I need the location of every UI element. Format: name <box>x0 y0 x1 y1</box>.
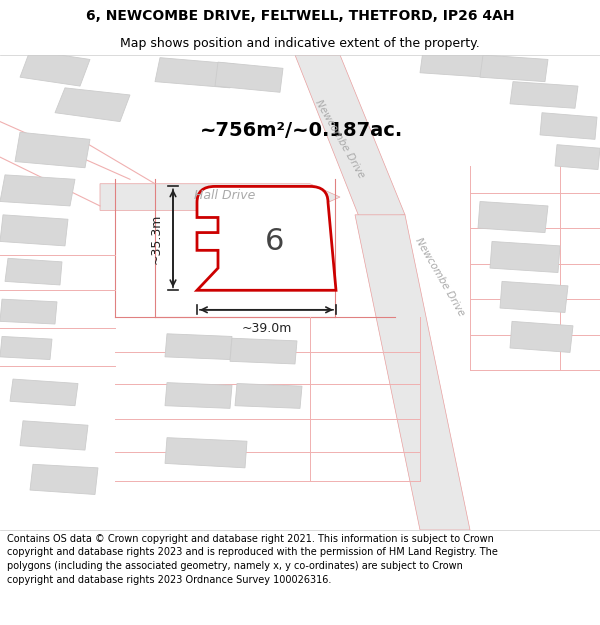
Polygon shape <box>30 464 98 494</box>
Polygon shape <box>490 241 560 272</box>
Text: Contains OS data © Crown copyright and database right 2021. This information is : Contains OS data © Crown copyright and d… <box>7 534 498 584</box>
Polygon shape <box>420 51 488 78</box>
Polygon shape <box>155 58 234 88</box>
Polygon shape <box>510 321 573 352</box>
Text: ~39.0m: ~39.0m <box>241 322 292 335</box>
Polygon shape <box>55 88 130 122</box>
Polygon shape <box>230 338 297 364</box>
Polygon shape <box>540 112 597 139</box>
Polygon shape <box>165 334 232 359</box>
Polygon shape <box>555 144 600 169</box>
PathPatch shape <box>197 186 336 290</box>
Text: Newcombe Drive: Newcombe Drive <box>313 98 367 180</box>
Text: 6, NEWCOMBE DRIVE, FELTWELL, THETFORD, IP26 4AH: 6, NEWCOMBE DRIVE, FELTWELL, THETFORD, I… <box>86 9 514 24</box>
Polygon shape <box>0 299 57 324</box>
Text: Newcombe Drive: Newcombe Drive <box>413 236 467 318</box>
Polygon shape <box>355 215 470 530</box>
Polygon shape <box>0 336 52 359</box>
Polygon shape <box>20 51 90 86</box>
Polygon shape <box>510 82 578 108</box>
Text: Hall Drive: Hall Drive <box>194 189 256 202</box>
Polygon shape <box>295 55 405 219</box>
Polygon shape <box>100 184 340 211</box>
Text: 6: 6 <box>265 227 284 256</box>
Polygon shape <box>165 438 247 468</box>
Polygon shape <box>165 382 232 408</box>
Polygon shape <box>15 132 90 168</box>
Polygon shape <box>0 215 68 246</box>
Polygon shape <box>5 258 62 285</box>
Polygon shape <box>500 281 568 312</box>
Polygon shape <box>0 175 75 206</box>
Polygon shape <box>235 384 302 408</box>
Text: ~35.3m: ~35.3m <box>150 213 163 264</box>
Polygon shape <box>10 379 78 406</box>
Text: Map shows position and indicative extent of the property.: Map shows position and indicative extent… <box>120 38 480 51</box>
Polygon shape <box>480 55 548 82</box>
Text: ~756m²/~0.187ac.: ~756m²/~0.187ac. <box>200 121 403 140</box>
Polygon shape <box>20 421 88 450</box>
Polygon shape <box>215 62 283 92</box>
Polygon shape <box>478 201 548 232</box>
